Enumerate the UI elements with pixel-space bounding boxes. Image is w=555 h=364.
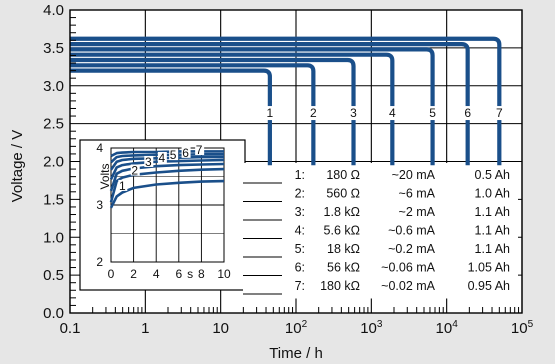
- table-cell-capacity: 1.1 Ah: [475, 205, 510, 219]
- inset-x-tick-label: 2: [130, 267, 137, 281]
- table-cell-number: 7:: [295, 279, 305, 293]
- table-cell-current: ~20 mA: [392, 168, 436, 182]
- table-cell-current: ~6 mA: [399, 187, 436, 201]
- inset-series-label-6: 6: [182, 146, 189, 160]
- inset-series-label-bg-1: [118, 179, 128, 191]
- table-cell-capacity: 1.05 Ah: [468, 261, 510, 275]
- series-label-bg-7: [493, 106, 506, 121]
- series-label-bg-3: [347, 106, 360, 121]
- inset-x-axis-label: s: [187, 267, 193, 281]
- x-tick-label: 102: [285, 319, 308, 337]
- y-axis-label: Voltage / V: [9, 130, 26, 203]
- table-cell-capacity: 1.0 Ah: [475, 187, 510, 201]
- series-line-6: [70, 41, 470, 166]
- series-label-3: 3: [350, 106, 357, 120]
- x-tick-label: 104: [436, 319, 459, 337]
- inset-x-tick-label: 6: [175, 267, 182, 281]
- table-cell-capacity: 1.1 Ah: [475, 242, 510, 256]
- y-tick-label: 3.0: [43, 78, 64, 95]
- table-cell-number: 2:: [295, 187, 305, 201]
- series-line-3: [70, 57, 356, 166]
- table-cell-current: ~0.2 mA: [388, 242, 436, 256]
- inset-series-line-1: [109, 179, 225, 209]
- table-cell-current: ~0.6 mA: [388, 224, 436, 238]
- inset-series-label-2: 2: [131, 164, 138, 178]
- y-tick-label: 0.5: [43, 267, 64, 284]
- plot-frame: [69, 9, 523, 314]
- inset-series-label-1: 1: [119, 179, 126, 193]
- series-label-bg-4: [386, 106, 399, 121]
- table-cell-capacity: 1.1 Ah: [475, 224, 510, 238]
- y-tick-label: 0.0: [43, 305, 64, 322]
- table-cell-number: 1:: [295, 168, 305, 182]
- table-cell-number: 3:: [295, 205, 305, 219]
- x-tick-label: 1: [141, 320, 149, 337]
- y-tick-label: 1.5: [43, 191, 64, 208]
- y-tick-label: 2.5: [43, 116, 64, 133]
- table-cell-load: 18 kΩ: [327, 242, 360, 256]
- table-cell-load: 5.6 kΩ: [324, 224, 360, 238]
- x-tick-label: 105: [511, 319, 534, 337]
- series-line-7: [70, 36, 502, 166]
- inset-series-label-bg-4: [157, 151, 167, 163]
- table-cell-current: ~2 mA: [399, 205, 436, 219]
- inset-series-line-2: [109, 167, 225, 203]
- inset-series-label-bg-5: [169, 149, 179, 161]
- series-label-bg-1: [263, 106, 276, 121]
- table-cell-current: ~0.02 mA: [381, 279, 436, 293]
- x-axis-label: Time / h: [269, 345, 323, 362]
- table-background: [243, 163, 518, 299]
- inset-series-label-4: 4: [159, 151, 166, 165]
- series-line-2: [70, 63, 316, 166]
- inset-x-tick-label: 4: [153, 267, 160, 281]
- y-tick-label: 4.0: [43, 2, 64, 19]
- inset-x-tick-label: 0: [108, 267, 115, 281]
- inset-series-label-bg-6: [181, 146, 191, 158]
- y-tick-label: 3.5: [43, 40, 64, 57]
- series-label-7: 7: [496, 106, 503, 120]
- inset-y-axis-label: Volts: [98, 163, 112, 189]
- series-line-5: [70, 47, 435, 166]
- inset-x-tick-label: 10: [217, 267, 231, 281]
- table-cell-capacity: 0.5 Ah: [475, 168, 510, 182]
- inset-y-tick-label: 3: [96, 198, 103, 212]
- series-label-bg-5: [426, 106, 439, 121]
- inset-series-label-5: 5: [170, 148, 177, 162]
- table-cell-capacity: 0.95 Ah: [468, 279, 510, 293]
- y-tick-label: 1.0: [43, 229, 64, 246]
- inset-series-label-bg-2: [130, 164, 140, 176]
- table-cell-load: 180 kΩ: [320, 279, 360, 293]
- series-label-1: 1: [267, 106, 274, 120]
- inset-series-label-bg-3: [144, 155, 154, 167]
- table-cell-current: ~0.06 mA: [381, 261, 436, 275]
- series-label-6: 6: [464, 106, 471, 120]
- series-label-bg-2: [307, 106, 320, 121]
- x-tick-label: 10: [212, 320, 229, 337]
- series-label-5: 5: [429, 106, 436, 120]
- table-cell-number: 5:: [295, 242, 305, 256]
- inset-series-label-7: 7: [196, 143, 203, 157]
- series-label-2: 2: [310, 106, 317, 120]
- inset-x-tick-label: 8: [198, 267, 205, 281]
- inset-series-line-3: [109, 162, 225, 192]
- series-label-4: 4: [389, 106, 396, 120]
- inset-series-label-3: 3: [145, 155, 152, 169]
- table-cell-load: 56 kΩ: [327, 261, 360, 275]
- x-tick-label: 103: [360, 319, 383, 337]
- table-cell-number: 6:: [295, 261, 305, 275]
- inset-y-tick-label: 2: [96, 255, 103, 269]
- x-tick-label: 0.1: [60, 320, 81, 337]
- y-tick-label: 2.0: [43, 154, 64, 171]
- series-label-bg-6: [461, 106, 474, 121]
- inset-series-label-bg-7: [195, 143, 205, 155]
- table-cell-load: 1.8 kΩ: [324, 205, 360, 219]
- table-cell-number: 4:: [295, 224, 305, 238]
- series-line-4: [70, 52, 395, 166]
- inset-y-tick-label: 4: [96, 141, 103, 155]
- series-line-1: [70, 68, 272, 166]
- table-cell-load: 180 Ω: [326, 168, 360, 182]
- table-cell-load: 560 Ω: [326, 187, 360, 201]
